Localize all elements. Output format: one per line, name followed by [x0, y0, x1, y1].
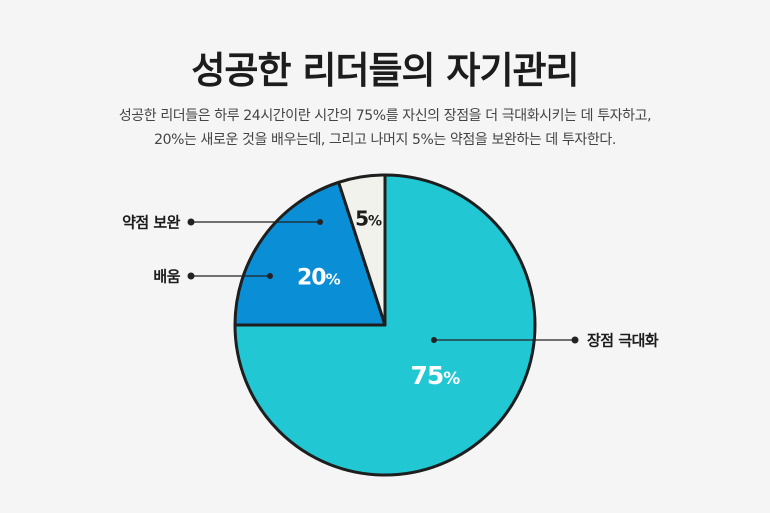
leader-dot-inner: [431, 337, 437, 343]
leader-dot-outer: [187, 218, 195, 226]
subtitle-line-1: 성공한 리더들은 하루 24시간이란 시간의 75%를 자신의 장점을 더 극대…: [118, 108, 652, 124]
pie-slice: [233, 180, 387, 327]
subtitle-line-2: 20%는 새로운 것을 배우는데, 그리고 나머지 5%는 약점을 보완하는 데…: [154, 132, 616, 148]
chart-subtitle: 성공한 리더들은 하루 24시간이란 시간의 75%를 자신의 장점을 더 극대…: [0, 104, 770, 152]
slice-category-label: 장점 극대화: [587, 332, 659, 350]
slice-value-label: 20%: [297, 265, 341, 290]
leader-dot-outer: [571, 336, 579, 344]
leader-dot-inner: [267, 273, 273, 279]
slice-value-label: 5%: [355, 207, 382, 231]
slice-category-label: 약점 보완: [122, 214, 181, 232]
slice-category-label: 배움: [153, 268, 180, 286]
slice-value-label: 75%: [410, 361, 460, 390]
leader-dot-inner: [317, 219, 323, 225]
pie-slice: [337, 173, 387, 327]
pie-slice: [233, 173, 537, 477]
leader-dot-outer: [187, 272, 195, 280]
chart-title: 성공한 리더들의 자기관리: [191, 49, 579, 92]
